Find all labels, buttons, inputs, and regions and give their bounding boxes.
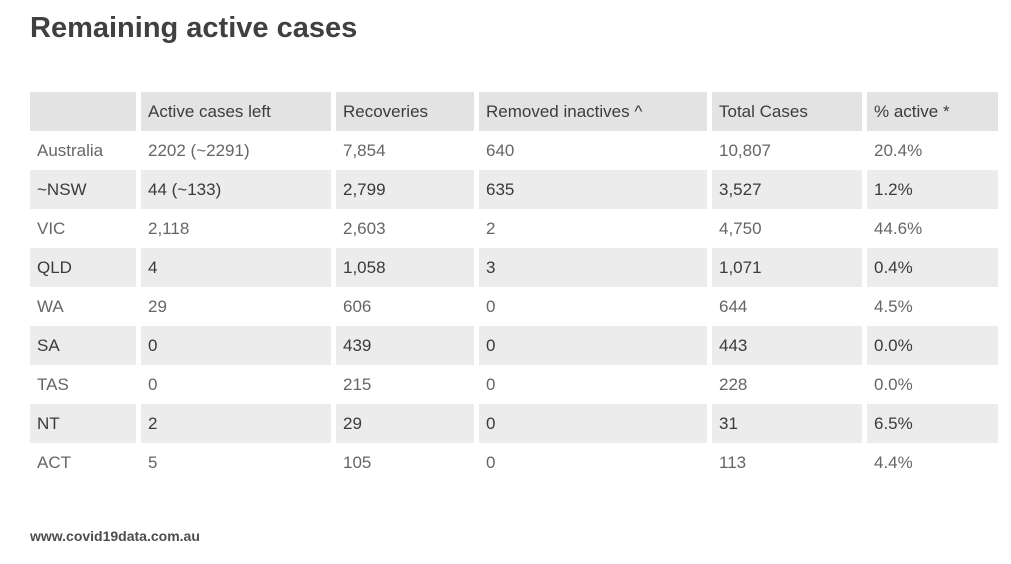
table-row: NT 2 29 0 31 6.5%: [30, 404, 998, 443]
active-cases-left-cell: 29: [141, 287, 331, 326]
pct-active-cell: 4.4%: [867, 443, 998, 482]
table-row: VIC 2,118 2,603 2 4,750 44.6%: [30, 209, 998, 248]
active-cases-left-cell: 5: [141, 443, 331, 482]
recoveries-cell: 1,058: [336, 248, 474, 287]
column-header-recoveries: Recoveries: [336, 92, 474, 131]
recoveries-cell: 105: [336, 443, 474, 482]
column-header-active-cases-left: Active cases left: [141, 92, 331, 131]
active-cases-left-cell: 0: [141, 326, 331, 365]
recoveries-cell: 29: [336, 404, 474, 443]
pct-active-cell: 1.2%: [867, 170, 998, 209]
total-cases-cell: 443: [712, 326, 862, 365]
page-title: Remaining active cases: [30, 12, 358, 44]
total-cases-cell: 228: [712, 365, 862, 404]
state-label: SA: [30, 326, 136, 365]
recoveries-cell: 439: [336, 326, 474, 365]
total-cases-cell: 113: [712, 443, 862, 482]
removed-inactives-cell: 0: [479, 365, 707, 404]
removed-inactives-cell: 0: [479, 326, 707, 365]
pct-active-cell: 4.5%: [867, 287, 998, 326]
table-row: ACT 5 105 0 113 4.4%: [30, 443, 998, 482]
removed-inactives-cell: 640: [479, 131, 707, 170]
pct-active-cell: 6.5%: [867, 404, 998, 443]
total-cases-cell: 644: [712, 287, 862, 326]
removed-inactives-cell: 635: [479, 170, 707, 209]
column-header-state: [30, 92, 136, 131]
removed-inactives-cell: 0: [479, 443, 707, 482]
column-header-pct-active: % active *: [867, 92, 998, 131]
table-row: Australia 2202 (~2291) 7,854 640 10,807 20.4%: [30, 131, 998, 170]
state-label: Australia: [30, 131, 136, 170]
table-row: TAS 0 215 0 228 0.0%: [30, 365, 998, 404]
recoveries-cell: 2,799: [336, 170, 474, 209]
table-row: SA 0 439 0 443 0.0%: [30, 326, 998, 365]
state-label: VIC: [30, 209, 136, 248]
state-label: ACT: [30, 443, 136, 482]
state-label: WA: [30, 287, 136, 326]
active-cases-left-cell: 2202 (~2291): [141, 131, 331, 170]
total-cases-cell: 31: [712, 404, 862, 443]
table-row: WA 29 606 0 644 4.5%: [30, 287, 998, 326]
total-cases-cell: 1,071: [712, 248, 862, 287]
active-cases-left-cell: 0: [141, 365, 331, 404]
column-header-total-cases: Total Cases: [712, 92, 862, 131]
removed-inactives-cell: 0: [479, 287, 707, 326]
state-label: QLD: [30, 248, 136, 287]
table-row: QLD 4 1,058 3 1,071 0.4%: [30, 248, 998, 287]
active-cases-left-cell: 44 (~133): [141, 170, 331, 209]
total-cases-cell: 3,527: [712, 170, 862, 209]
pct-active-cell: 0.0%: [867, 365, 998, 404]
recoveries-cell: 2,603: [336, 209, 474, 248]
pct-active-cell: 0.0%: [867, 326, 998, 365]
state-label: NT: [30, 404, 136, 443]
active-cases-table: Active cases left Recoveries Removed ina…: [25, 92, 1003, 482]
removed-inactives-cell: 3: [479, 248, 707, 287]
total-cases-cell: 4,750: [712, 209, 862, 248]
pct-active-cell: 20.4%: [867, 131, 998, 170]
active-cases-left-cell: 2,118: [141, 209, 331, 248]
table-header-row: Active cases left Recoveries Removed ina…: [30, 92, 998, 131]
state-label: TAS: [30, 365, 136, 404]
state-label: ~NSW: [30, 170, 136, 209]
pct-active-cell: 0.4%: [867, 248, 998, 287]
column-header-removed-inactives: Removed inactives ^: [479, 92, 707, 131]
source-url: www.covid19data.com.au: [30, 528, 200, 544]
removed-inactives-cell: 2: [479, 209, 707, 248]
recoveries-cell: 7,854: [336, 131, 474, 170]
pct-active-cell: 44.6%: [867, 209, 998, 248]
total-cases-cell: 10,807: [712, 131, 862, 170]
recoveries-cell: 215: [336, 365, 474, 404]
removed-inactives-cell: 0: [479, 404, 707, 443]
active-cases-left-cell: 4: [141, 248, 331, 287]
table-row: ~NSW 44 (~133) 2,799 635 3,527 1.2%: [30, 170, 998, 209]
recoveries-cell: 606: [336, 287, 474, 326]
active-cases-left-cell: 2: [141, 404, 331, 443]
